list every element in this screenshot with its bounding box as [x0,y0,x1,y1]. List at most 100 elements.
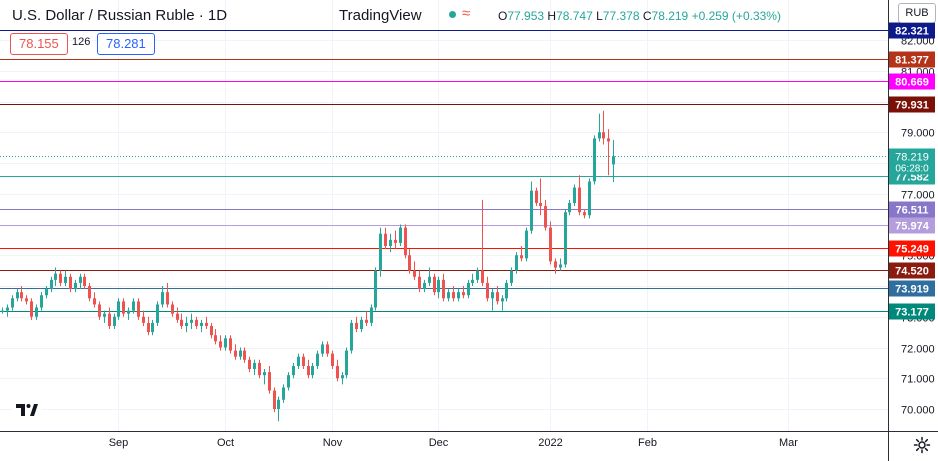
candle[interactable] [253,359,256,376]
candle[interactable] [64,270,67,286]
candle[interactable] [74,279,77,293]
candle[interactable] [471,273,474,286]
candle[interactable] [108,307,111,330]
candle[interactable] [467,279,470,299]
candle[interactable] [476,267,479,283]
candle[interactable] [156,301,159,326]
candle[interactable] [248,356,251,373]
candle[interactable] [132,298,135,314]
candle[interactable] [583,209,586,219]
candle[interactable] [442,273,445,302]
candle[interactable] [370,304,373,326]
candle[interactable] [282,384,285,403]
candle[interactable] [229,335,232,354]
candle[interactable] [113,313,116,330]
candle[interactable] [365,310,368,326]
candle[interactable] [515,252,518,274]
candle[interactable] [1,307,4,314]
candle[interactable] [243,347,246,363]
candle[interactable] [297,353,300,370]
candle[interactable] [30,298,33,320]
candle[interactable] [573,184,576,207]
candle[interactable] [549,221,552,265]
candle[interactable] [127,307,130,320]
candle[interactable] [205,316,208,330]
candle[interactable] [505,279,508,302]
ask-button[interactable]: 78.281 [97,33,155,55]
candle[interactable] [379,227,382,277]
candle[interactable] [593,135,596,185]
candle[interactable] [559,258,562,271]
candle[interactable] [83,273,86,290]
candle[interactable] [69,273,72,293]
candle[interactable] [389,233,392,253]
candle[interactable] [6,304,9,317]
candle[interactable] [413,261,416,280]
candle[interactable] [607,129,610,176]
candle[interactable] [457,289,460,302]
candle[interactable] [103,310,106,323]
bid-button[interactable]: 78.155 [10,33,68,55]
candle[interactable] [142,310,145,326]
candle[interactable] [185,316,188,333]
candle[interactable] [176,307,179,323]
candle[interactable] [360,316,363,333]
candle[interactable] [93,292,96,308]
candle[interactable] [122,298,125,317]
candle[interactable] [530,181,533,234]
candle[interactable] [612,140,615,183]
candle[interactable] [263,369,266,385]
candle[interactable] [200,319,203,333]
candle[interactable] [350,319,353,354]
gear-icon[interactable] [913,436,931,454]
candle[interactable] [331,350,334,370]
candle[interactable] [481,199,484,286]
candle[interactable] [437,276,440,299]
candle[interactable] [433,273,436,296]
candle[interactable] [428,267,431,286]
candle[interactable] [11,295,14,311]
currency-button[interactable]: RUB [898,3,936,23]
candle[interactable] [302,353,305,370]
candle[interactable] [554,258,557,274]
candle[interactable] [20,286,23,302]
candle[interactable] [50,276,53,293]
candle[interactable] [588,178,591,219]
symbol-title[interactable]: U.S. Dollar / Russian Ruble · 1D [12,7,228,24]
candle[interactable] [59,270,62,286]
candle[interactable] [326,341,329,357]
candle[interactable] [54,267,57,286]
candle[interactable] [399,224,402,247]
candle[interactable] [234,344,237,360]
candle[interactable] [598,113,601,142]
candle[interactable] [292,362,295,379]
candle[interactable] [578,175,581,216]
candle[interactable] [535,187,538,207]
candle[interactable] [510,267,513,286]
candle[interactable] [214,329,217,345]
candle[interactable] [98,301,101,320]
candle[interactable] [404,224,407,259]
candle[interactable] [195,316,198,330]
candle[interactable] [520,246,523,262]
candle[interactable] [307,359,310,379]
candle[interactable] [180,313,183,330]
candle[interactable] [525,227,528,262]
candle[interactable] [602,110,605,145]
candle[interactable] [35,304,38,320]
candle[interactable] [258,359,261,379]
candle[interactable] [321,341,324,357]
candle[interactable] [166,282,169,308]
candle[interactable] [394,230,397,250]
candle[interactable] [311,362,314,379]
candle[interactable] [384,227,387,250]
tradingview-logo-icon[interactable] [12,398,42,422]
candle[interactable] [88,282,91,302]
candle[interactable] [268,365,271,394]
candle[interactable] [287,372,290,391]
candle[interactable] [117,298,120,320]
candle[interactable] [539,178,542,216]
candle[interactable] [423,279,426,293]
candle[interactable] [40,292,43,311]
